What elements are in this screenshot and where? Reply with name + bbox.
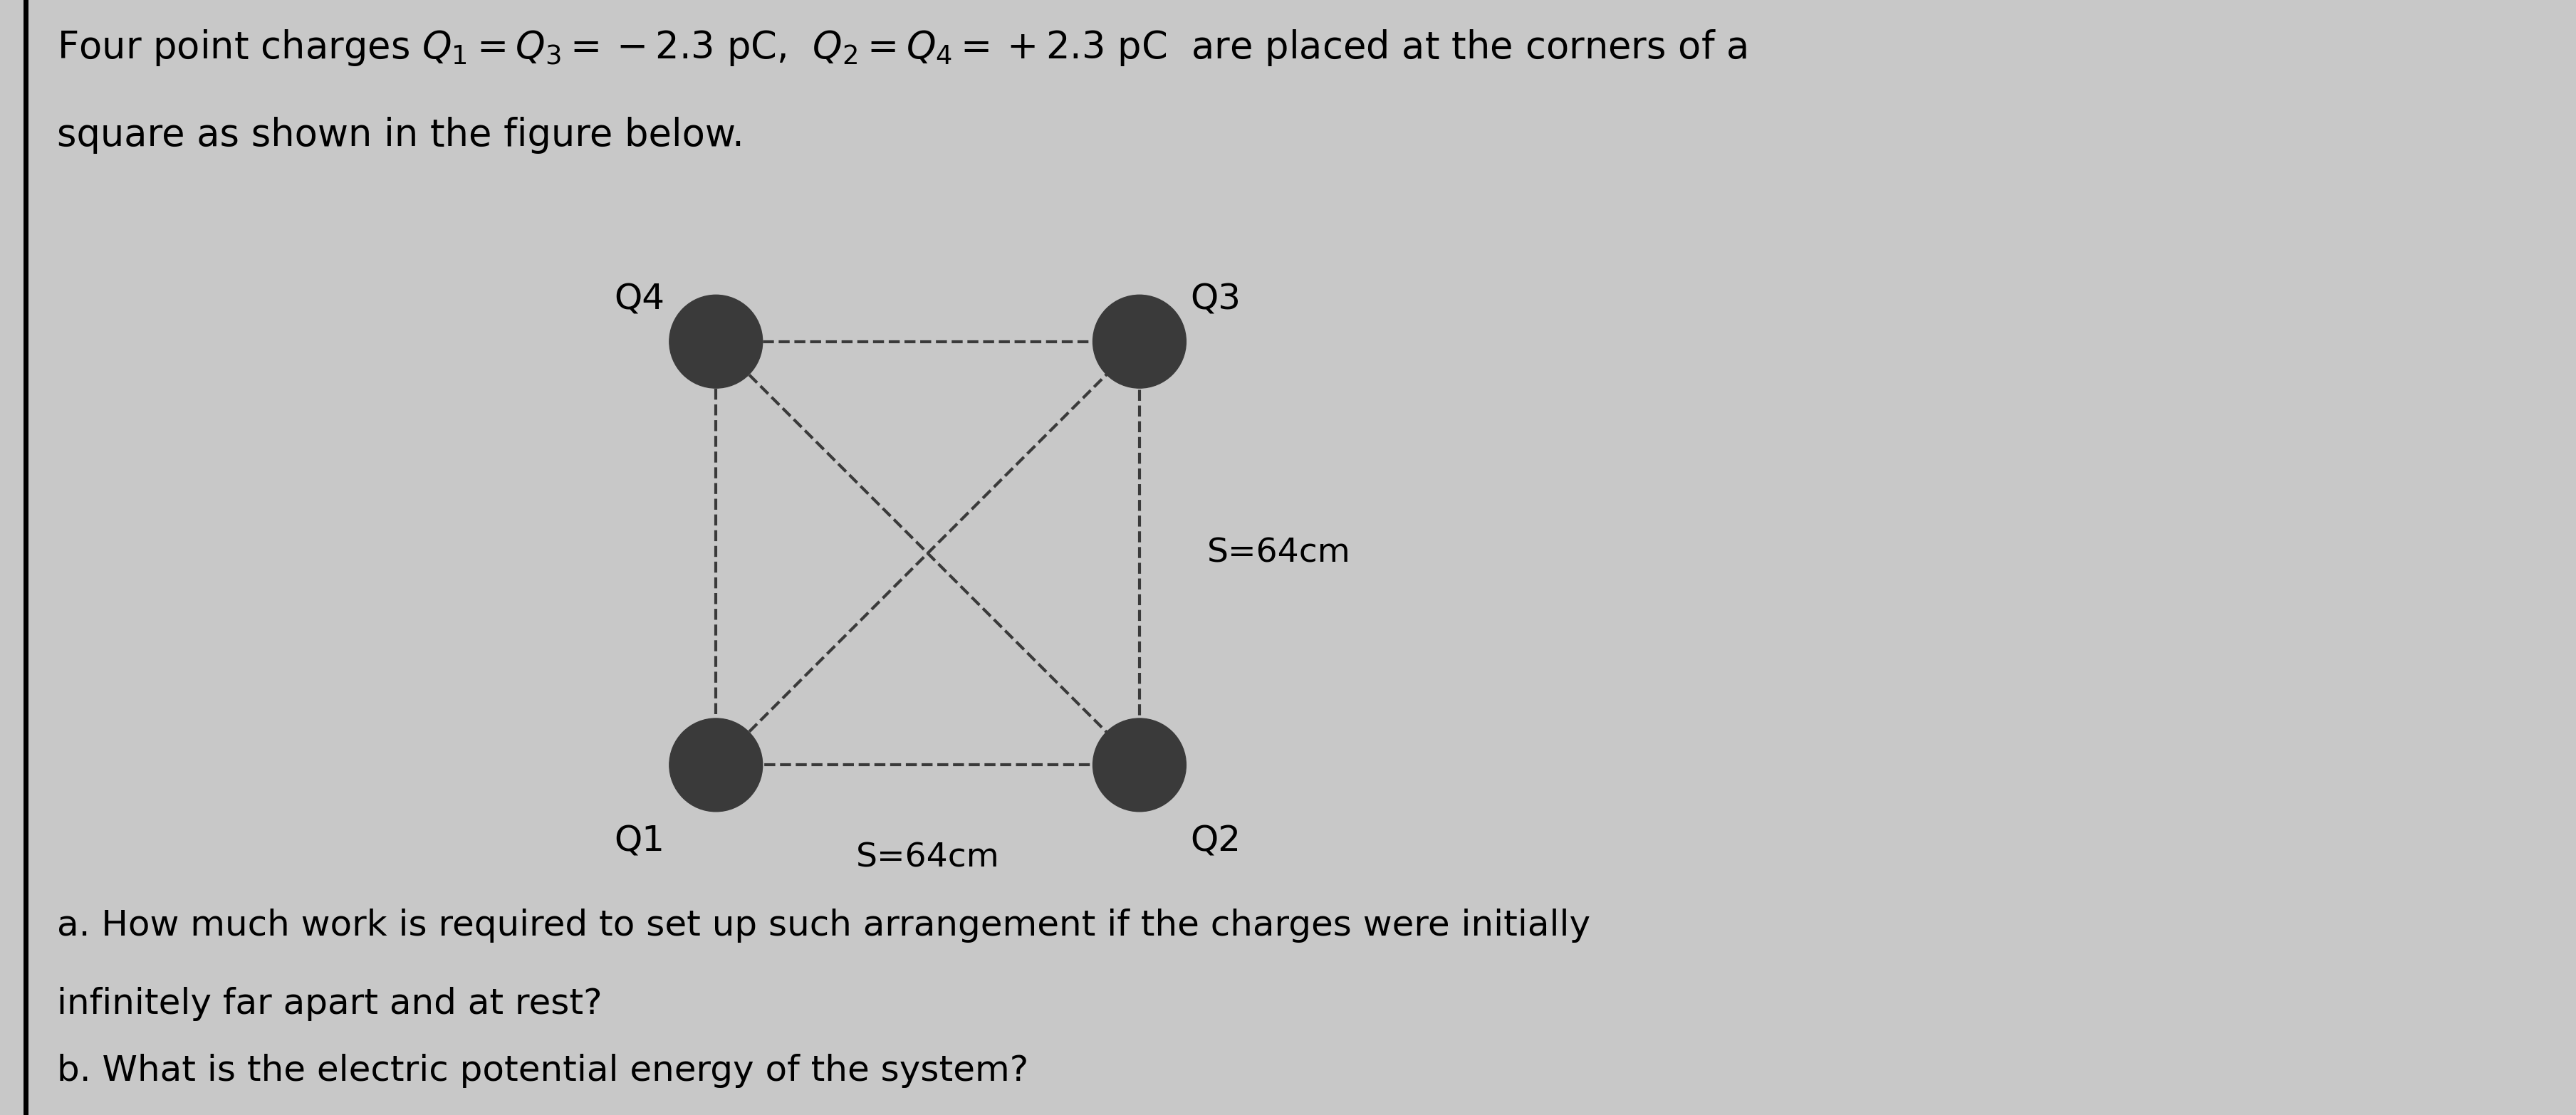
Text: Four point charges $Q_1 = Q_3 = -2.3$ pC,  $Q_2 = Q_4 = +2.3$ pC  are placed at : Four point charges $Q_1 = Q_3 = -2.3$ pC… xyxy=(57,28,1747,68)
Text: infinitely far apart and at rest?: infinitely far apart and at rest? xyxy=(57,987,603,1021)
Circle shape xyxy=(1092,295,1185,388)
Circle shape xyxy=(670,295,762,388)
Text: b. What is the electric potential energy of the system?: b. What is the electric potential energy… xyxy=(57,1054,1028,1088)
Text: Q2: Q2 xyxy=(1190,824,1242,859)
Circle shape xyxy=(670,718,762,812)
Text: Q1: Q1 xyxy=(616,824,665,859)
Text: a. How much work is required to set up such arrangement if the charges were init: a. How much work is required to set up s… xyxy=(57,909,1589,943)
Text: square as shown in the figure below.: square as shown in the figure below. xyxy=(57,117,744,154)
Circle shape xyxy=(1092,718,1185,812)
Text: S=64cm: S=64cm xyxy=(855,842,999,874)
Text: Q4: Q4 xyxy=(616,282,665,317)
Text: S=64cm: S=64cm xyxy=(1208,537,1350,570)
Text: Q3: Q3 xyxy=(1190,282,1242,317)
